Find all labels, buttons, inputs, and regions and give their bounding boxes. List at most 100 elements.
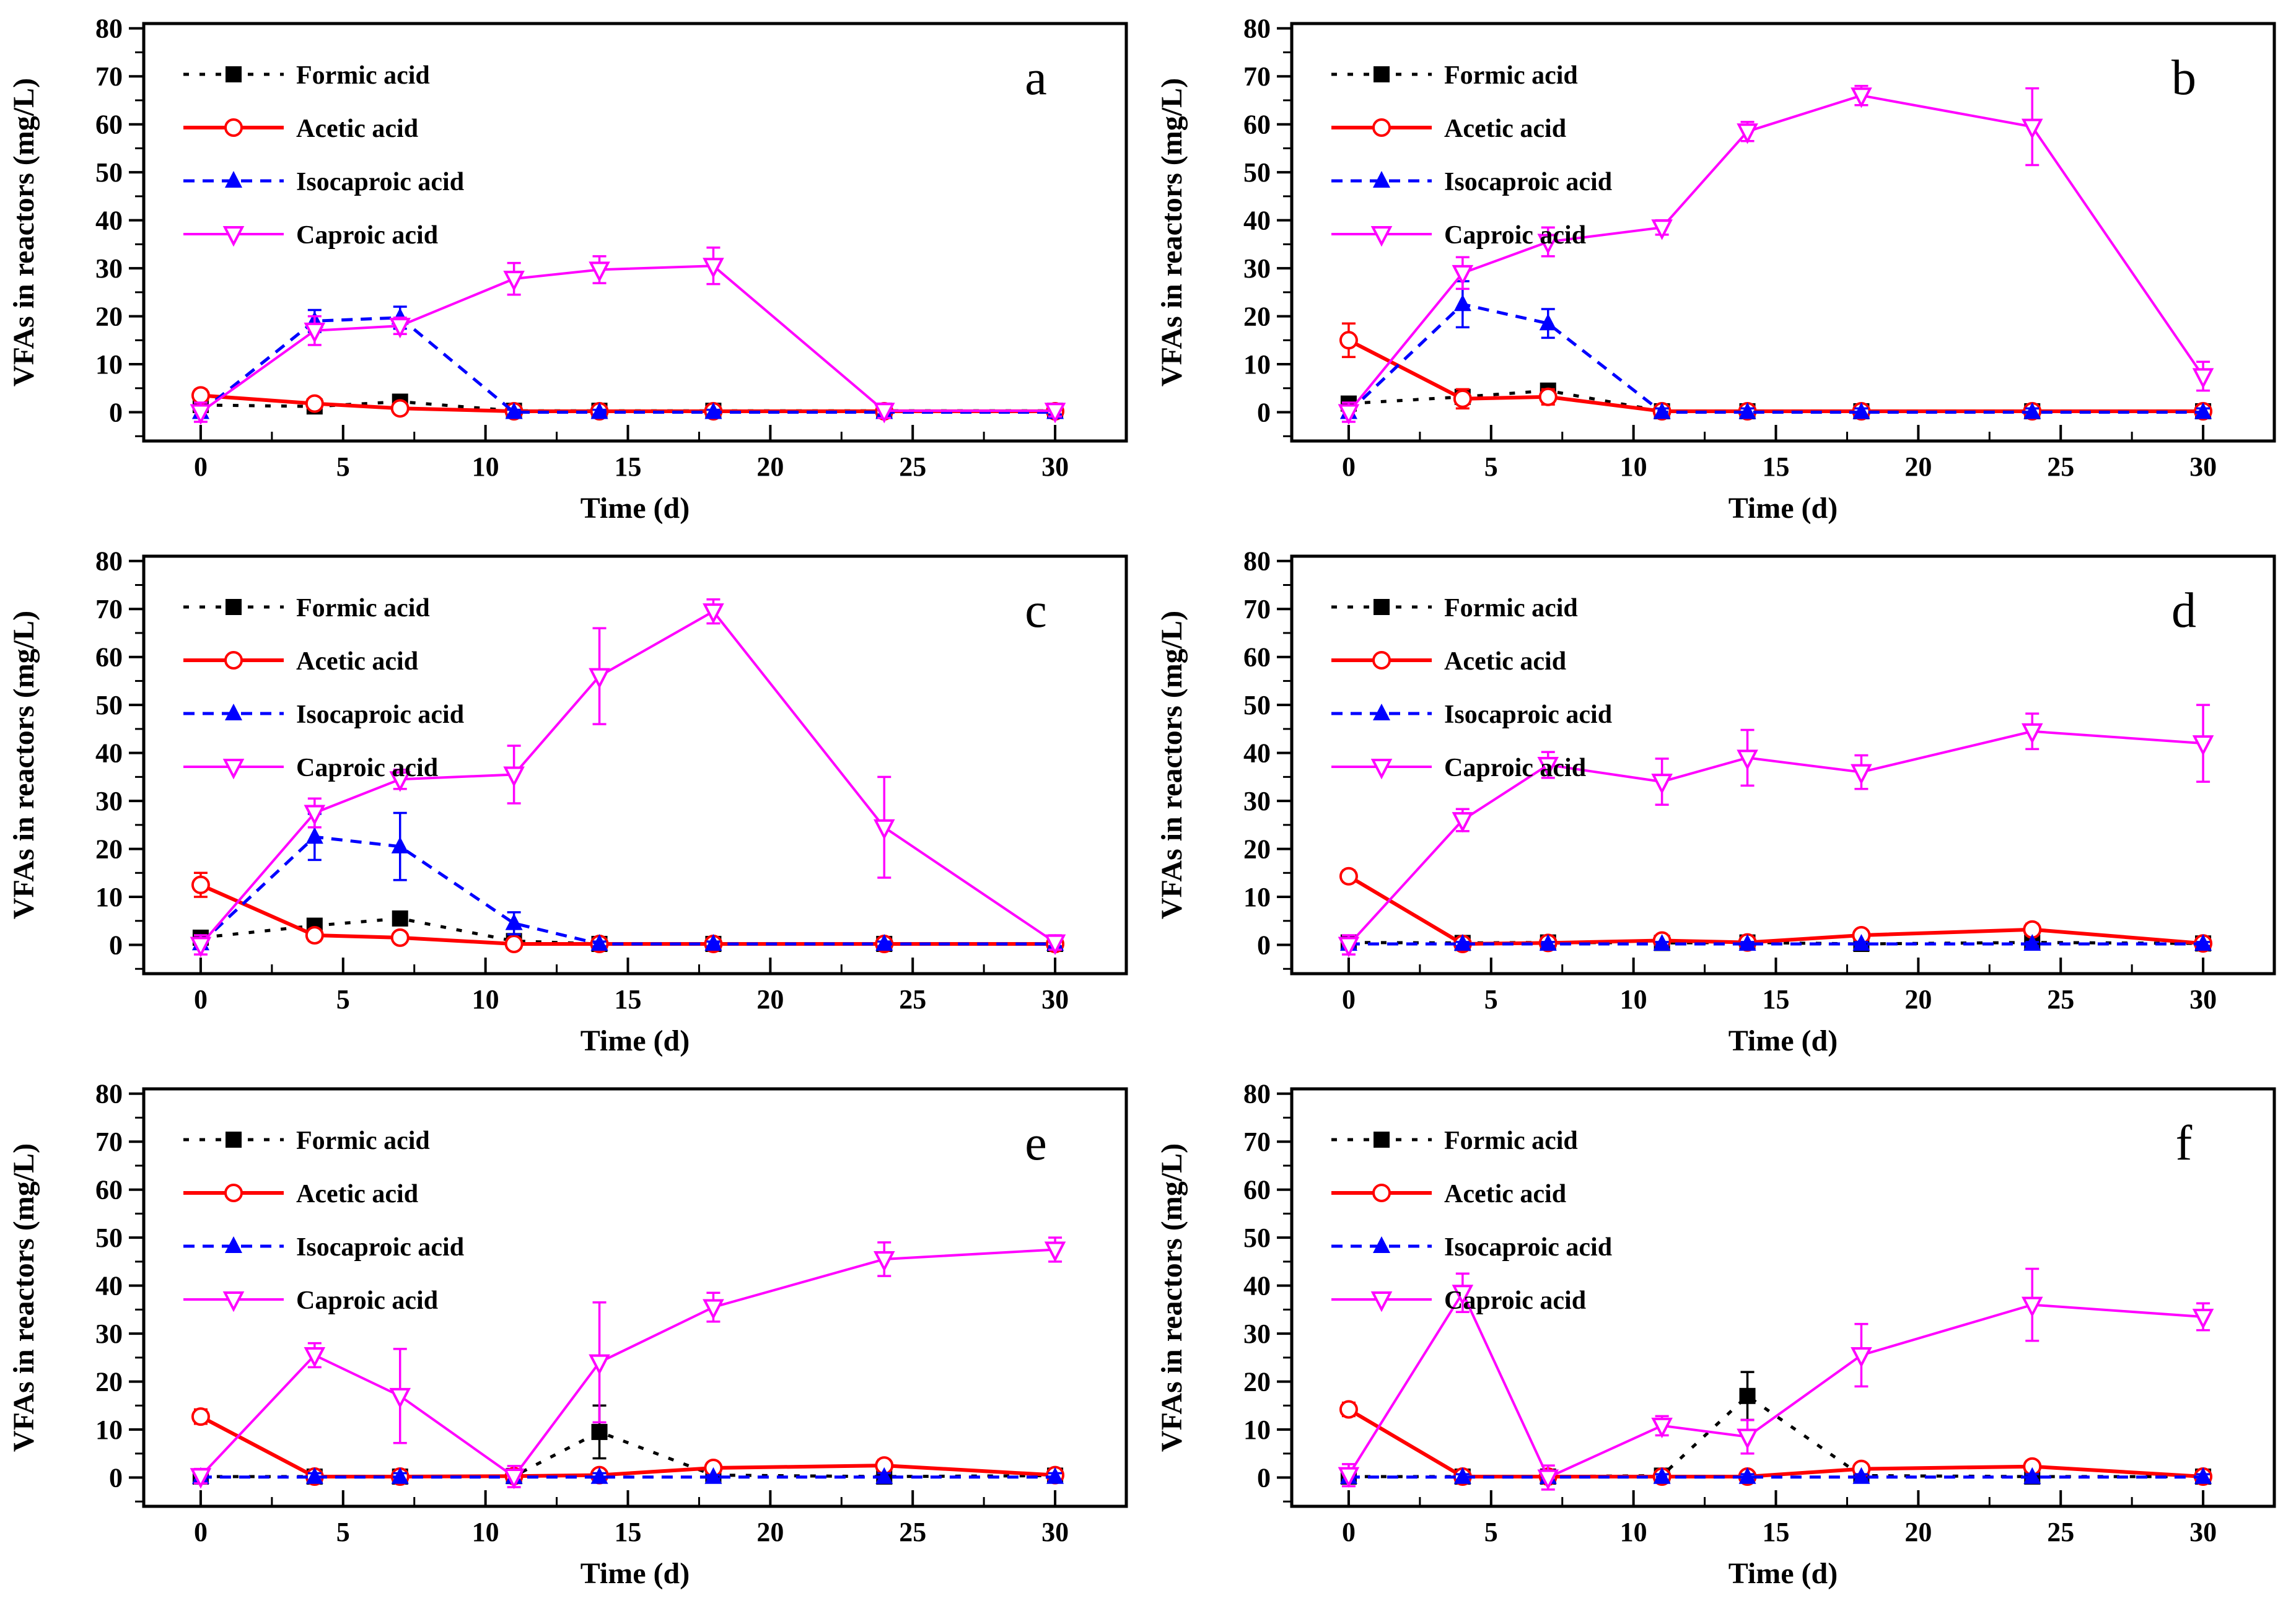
y-tick-label: 0 [109,398,123,428]
data-point-marker [1653,1467,1671,1484]
legend-label: Isocaproic acid [1444,168,1612,196]
x-tick-label: 25 [899,984,926,1015]
y-tick-label: 70 [95,594,123,624]
data-point-marker [1539,933,1557,951]
x-tick-label: 25 [2047,452,2074,482]
data-point-marker [1738,933,1756,951]
subplot-b: 0 10 20 30 40 50 60 70 80 VFAs in reactors (mg/L)… [1148,0,2296,533]
data-point-marker [704,1467,722,1484]
data-point-marker [503,766,525,787]
x-tick-label: 25 [899,1517,926,1547]
series-line [199,835,1056,946]
data-point-marker [1452,812,1474,833]
data-point-marker [226,66,242,82]
data-point-marker [190,1468,212,1489]
data-point-marker [1651,1417,1673,1439]
series-line [199,609,1056,946]
x-tick-label: 20 [1904,1517,1932,1547]
y-tick-label: 0 [1257,930,1271,961]
data-point-marker [1738,402,1756,419]
series-line [199,264,1056,414]
x-tick-label: 20 [1904,984,1932,1015]
data-point-marker [704,933,722,951]
series-line [1347,730,2204,946]
legend-label: Formic acid [1444,594,1578,622]
data-point-marker [590,1467,608,1484]
panel-background [1148,1065,2296,1598]
legend-item-formic-acid: Formic acid [1331,61,1578,90]
y-tick-label: 80 [1243,1079,1271,1109]
data-point-marker [392,910,408,927]
data-point-marker [503,1468,525,1490]
data-point-marker [1453,389,1472,408]
data-point-marker [1046,1467,1064,1484]
panel-background [0,0,1148,533]
x-axis-title: Time (d) [581,1024,690,1057]
data-point-marker [1373,1236,1390,1253]
legend-label: Caproic acid [296,1286,438,1315]
y-tick-label: 70 [95,1127,123,1157]
x-tick-label: 15 [615,452,642,482]
data-point-marker [190,937,212,958]
data-point-marker [1044,934,1066,955]
x-tick-label: 10 [472,984,499,1015]
y-tick-label: 40 [1243,1271,1271,1301]
series-line [1347,1290,2204,1480]
data-point-marker [225,171,242,188]
legend-item-acetic-acid: Acetic acid [183,115,418,143]
data-point-marker [1374,1132,1390,1148]
y-axis-title: VFAs in reactors (mg/L) [1155,78,1188,386]
panel-letter: e [1025,1116,1047,1171]
data-point-marker [1653,402,1671,419]
x-axis-title: Time (d) [1729,1557,1838,1590]
legend-label: Caproic acid [296,221,438,250]
legend-item-acetic-acid: Acetic acid [183,647,418,676]
data-point-marker [1370,226,1393,247]
data-point-marker [1739,1387,1756,1404]
y-axis-title: VFAs in reactors (mg/L) [7,78,40,386]
x-axis-title: Time (d) [1729,1024,1838,1057]
x-axis: 0 5 10 15 20 25 30 Time (d) [1342,1490,2217,1590]
data-point-marker [224,651,243,670]
data-point-marker [224,118,243,137]
data-point-marker [873,819,895,840]
data-point-marker [226,1132,242,1148]
legend: Formic acid Acetic acid Isocaproic acid Cap… [1331,1127,1612,1315]
y-tick-label: 60 [1243,642,1271,673]
data-point-marker [1373,171,1390,188]
data-point-marker [222,1291,245,1312]
data-point-marker [1338,937,1360,958]
legend-label: Acetic acid [1444,647,1566,676]
series-line [199,1248,1056,1478]
x-tick-label: 25 [899,452,926,482]
series-caproic-acid [190,1236,1066,1490]
legend-label: Isocaproic acid [296,1233,464,1262]
y-tick-label: 30 [95,253,123,284]
legend-label: Acetic acid [1444,115,1566,143]
y-tick-label: 50 [95,690,123,720]
data-point-marker [873,1251,895,1272]
legend-label: Formic acid [1444,1127,1578,1155]
legend: Formic acid Acetic acid Isocaproic acid Cap… [1331,594,1612,782]
data-point-marker [1044,1241,1066,1262]
x-tick-label: 30 [1041,452,1069,482]
y-tick-label: 30 [1243,253,1271,284]
data-point-marker [1370,759,1393,780]
legend-label: Isocaproic acid [296,701,464,729]
y-axis: 0 10 20 30 40 50 60 70 80 VFAs in reactors (mg/L) [7,546,142,970]
data-point-marker [1537,757,1559,778]
legend-label: Formic acid [1444,61,1578,90]
x-tick-label: 15 [615,1517,642,1547]
x-axis-title: Time (d) [581,1557,690,1590]
legend-item-acetic-acid: Acetic acid [183,1180,418,1208]
data-point-marker [590,402,608,419]
y-tick-label: 60 [1243,110,1271,140]
legend-item-isocaproic-acid: Isocaproic acid [1331,1233,1612,1262]
legend-item-isocaproic-acid: Isocaproic acid [183,168,464,196]
data-point-marker [2023,933,2041,951]
data-point-marker [389,318,411,339]
x-axis: 0 5 10 15 20 25 30 Time (d) [1342,425,2217,525]
